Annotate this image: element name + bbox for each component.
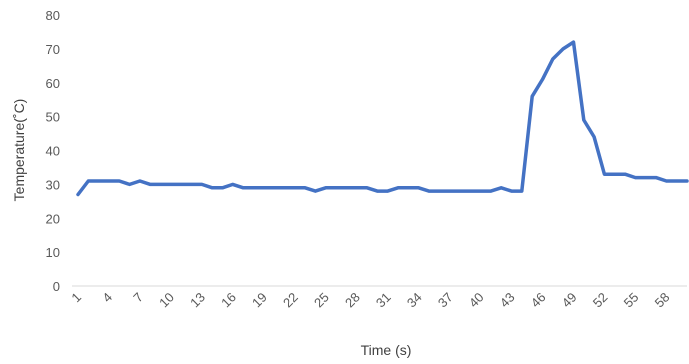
x-tick-label: 52 xyxy=(590,290,611,311)
x-tick-label: 58 xyxy=(652,290,673,311)
x-tick-label: 19 xyxy=(249,290,270,311)
y-tick-label: 20 xyxy=(46,211,60,226)
series-layer xyxy=(76,40,689,197)
y-axis-ticks: 0 10 20 30 40 50 60 70 80 xyxy=(46,8,60,294)
x-tick-label: 22 xyxy=(280,290,301,311)
y-tick-label: 70 xyxy=(46,42,60,57)
y-tick-label: 40 xyxy=(46,144,60,159)
x-tick-label: 16 xyxy=(218,290,239,311)
x-tick-label: 40 xyxy=(466,290,487,311)
y-tick-label: 50 xyxy=(46,110,60,125)
x-tick-label: 7 xyxy=(130,290,146,306)
x-tick-label: 31 xyxy=(373,290,394,311)
y-tick-label: 80 xyxy=(46,8,60,23)
y-axis-title: Temperature(˚C) xyxy=(11,99,27,202)
x-tick-label: 55 xyxy=(621,290,642,311)
x-axis-ticks: 1 4 7 10 13 16 19 22 25 28 31 34 37 40 43 46 49 52 55 58 xyxy=(68,290,672,311)
x-tick-label: 4 xyxy=(99,290,115,306)
x-tick-label: 43 xyxy=(497,290,518,311)
x-tick-label: 10 xyxy=(156,290,177,311)
x-axis-title: Time (s) xyxy=(361,342,412,358)
y-tick-label: 30 xyxy=(46,177,60,192)
y-tick-label: 0 xyxy=(53,279,60,294)
series-line-temperature xyxy=(76,40,689,197)
x-tick-label: 25 xyxy=(311,290,332,311)
x-tick-label: 1 xyxy=(68,290,84,306)
x-tick-label: 28 xyxy=(342,290,363,311)
y-tick-label: 10 xyxy=(46,245,60,260)
x-tick-label: 37 xyxy=(435,290,456,311)
x-tick-label: 46 xyxy=(528,290,549,311)
x-tick-label: 49 xyxy=(559,290,580,311)
x-tick-label: 13 xyxy=(187,290,208,311)
x-tick-label: 34 xyxy=(404,290,425,311)
y-tick-label: 60 xyxy=(46,76,60,91)
